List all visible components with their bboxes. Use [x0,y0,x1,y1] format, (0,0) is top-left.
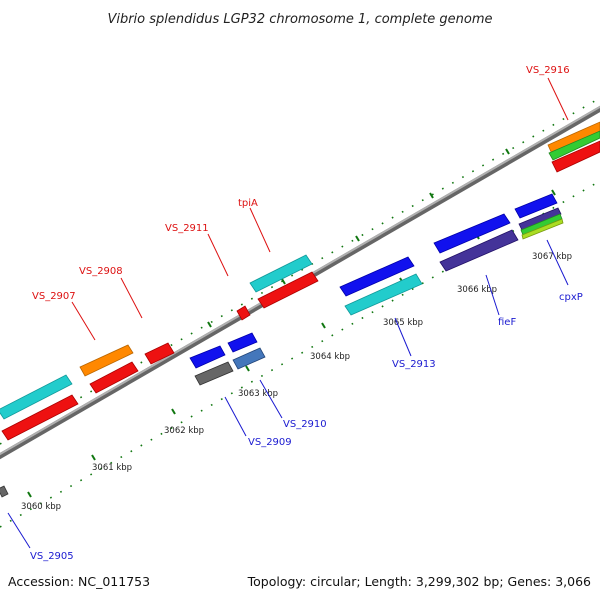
kbp-label-3062: 3062 kbp [164,426,204,436]
kbp-label-3063: 3063 kbp [238,389,278,399]
accession-label: Accession: NC_011753 [8,574,150,589]
gene-gray-vs2909[interactable] [194,361,234,386]
map-title: Vibrio splendidus LGP32 chromosome 1, co… [107,12,492,27]
gene-label-cpxp[interactable]: cpxP [559,292,583,303]
gene-blue-cpxp[interactable] [514,193,558,219]
genome-stats-label: Topology: circular; Length: 3,299,302 bp… [247,574,591,589]
gene-blue-vs2909[interactable] [189,345,226,369]
gene-red-vs2911[interactable] [236,305,251,321]
gene-cyan-tpia[interactable] [249,254,313,293]
kbp-label-3067: 3067 kbp [532,252,572,262]
gene-label-tpia[interactable]: tpiA [238,198,258,209]
kbp-label-3064: 3064 kbp [310,352,350,362]
gene-label-vs2907[interactable]: VS_2907 [32,291,76,302]
gene-navy-cpxp[interactable] [518,207,562,231]
gene-navy-fief[interactable] [439,229,519,272]
gene-label-vs2911[interactable]: VS_2911 [165,223,209,234]
gene-red-left[interactable] [1,394,79,441]
gene-green-vs2916[interactable] [548,130,600,161]
label-leader-lines [7,77,569,549]
gene-label-vs2908[interactable]: VS_2908 [79,266,123,277]
gene-red-vs2908[interactable] [144,342,175,365]
gene-gray-vs2905[interactable] [0,485,9,498]
gene-red-tpia[interactable] [257,271,319,309]
kbp-label-3065: 3065 kbp [383,318,423,328]
gene-label-vs2916[interactable]: VS_2916 [526,65,570,76]
kbp-label-3066: 3066 kbp [457,285,497,295]
gene-red-vs2916[interactable] [551,140,600,173]
upper-genes [0,121,600,441]
gene-red-vs2907[interactable] [89,361,139,394]
gene-cyan-left[interactable] [0,374,73,420]
gene-blue-vs2910[interactable] [227,332,258,353]
gene-label-fief[interactable]: fieF [498,317,516,328]
kbp-label-3061: 3061 kbp [92,463,132,473]
gene-steel-vs2910[interactable] [232,347,266,370]
gene-cyan-vs2913[interactable] [344,273,423,316]
gene-blue-fief[interactable] [433,213,511,254]
gene-lime-cpxp[interactable] [521,218,564,240]
gene-label-vs2913[interactable]: VS_2913 [392,359,436,370]
gene-label-vs2905[interactable]: VS_2905 [30,551,74,562]
gene-orange-vs2907[interactable] [79,344,134,377]
gene-label-vs2909[interactable]: VS_2909 [248,437,292,448]
gene-label-vs2910[interactable]: VS_2910 [283,419,327,430]
gene-blue-vs2913[interactable] [339,256,415,297]
kbp-label-3060: 3060 kbp [21,502,61,512]
gene-orange-vs2916[interactable] [547,121,600,155]
lower-genes [0,193,564,498]
